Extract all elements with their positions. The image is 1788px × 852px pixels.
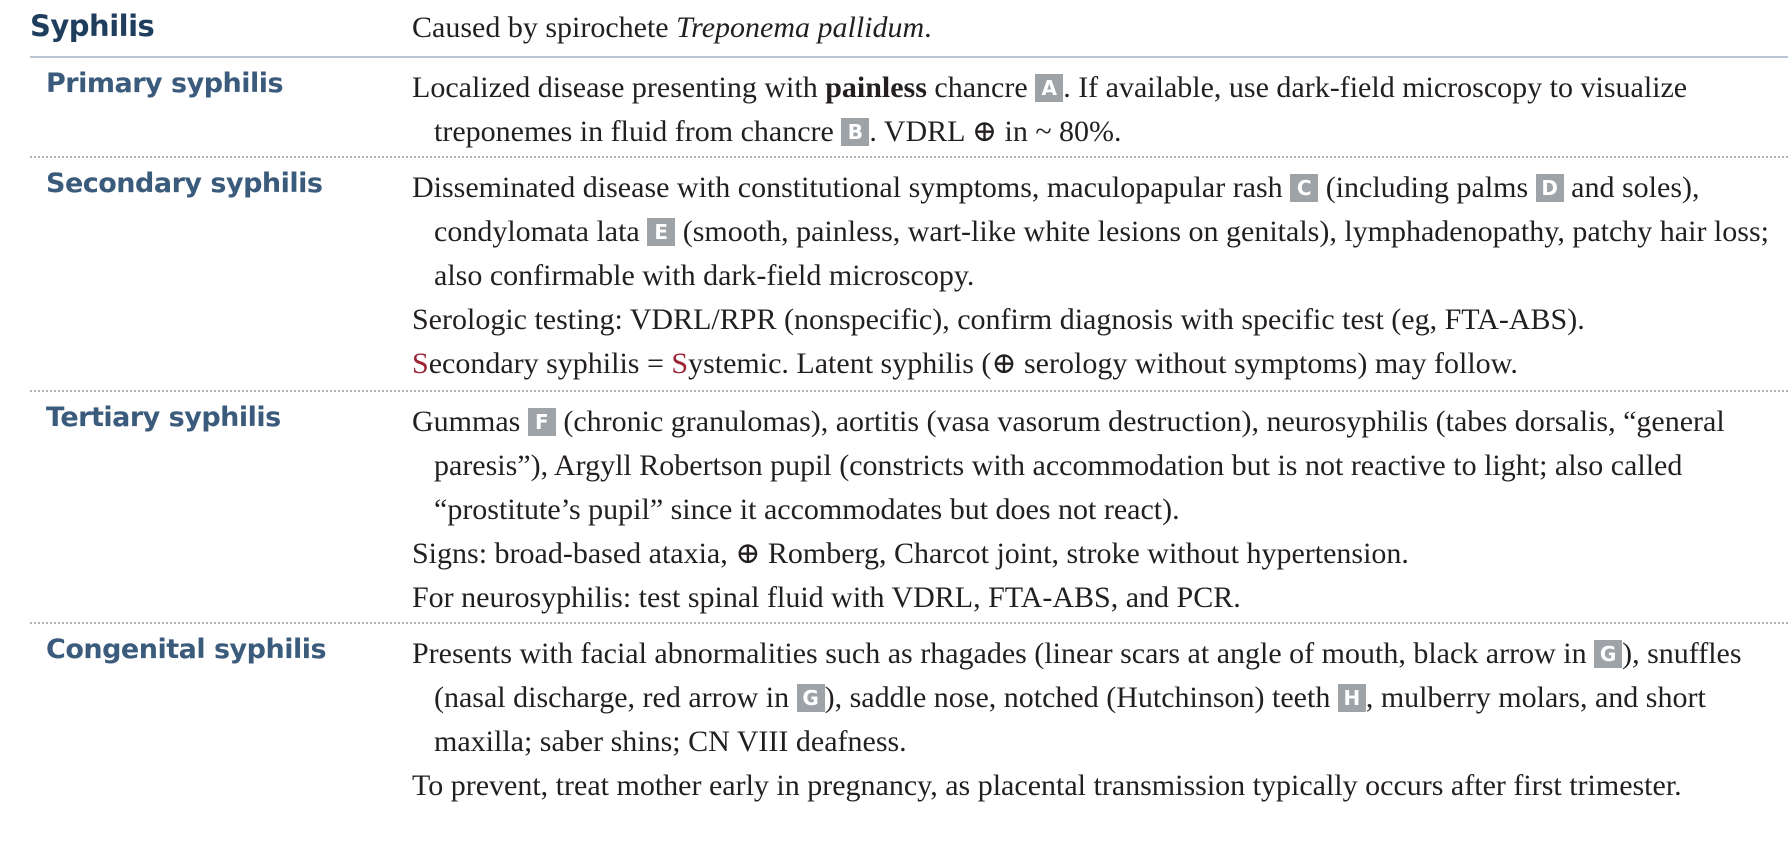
page-title: Syphilis <box>30 9 155 43</box>
row-body-secondary: Disseminated disease with constitutional… <box>412 166 1774 386</box>
paragraph: To prevent, treat mother early in pregna… <box>412 769 1682 802</box>
row-body-congenital: Presents with facial abnormalities such … <box>412 632 1774 808</box>
paragraph: Disseminated disease with constitutional… <box>412 171 1769 292</box>
figure-ref-badge: C <box>1290 174 1319 202</box>
figure-ref-badge: B <box>841 118 870 146</box>
row-body-tertiary: Gummas F (chronic granulomas), aortitis … <box>412 400 1774 620</box>
row-label-tertiary: Tertiary syphilis <box>46 402 281 433</box>
figure-ref-badge: G <box>796 684 825 712</box>
header-divider <box>30 56 1788 58</box>
table-row-tertiary: Tertiary syphilis Gummas F (chronic gran… <box>0 392 1788 622</box>
figure-ref-badge: D <box>1535 174 1564 202</box>
figure-ref-badge: A <box>1035 74 1064 102</box>
table-row-secondary: Secondary syphilis Disseminated disease … <box>0 158 1788 390</box>
paragraph: Serologic testing: VDRL/RPR (nonspecific… <box>412 303 1585 336</box>
mnemonic-letter: S <box>671 347 689 380</box>
row-divider <box>30 622 1788 624</box>
row-label-congenital: Congenital syphilis <box>46 634 327 665</box>
paragraph: Signs: broad-based ataxia, ⊕ Romberg, Ch… <box>412 537 1409 570</box>
table-header: Syphilis Caused by spirochete Treponema … <box>0 0 1788 58</box>
row-divider <box>30 156 1788 158</box>
row-label-secondary: Secondary syphilis <box>46 168 323 199</box>
paragraph: Gummas F (chronic granulomas), aortitis … <box>412 405 1725 526</box>
paragraph: Secondary syphilis = Systemic. Latent sy… <box>412 347 1518 380</box>
mnemonic-letter: S <box>412 347 429 380</box>
table-row-primary: Primary syphilis Localized disease prese… <box>0 58 1788 156</box>
figure-ref-badge: F <box>527 408 556 436</box>
row-label-primary: Primary syphilis <box>46 68 284 99</box>
paragraph: Presents with facial abnormalities such … <box>412 637 1742 758</box>
paragraph: Localized disease presenting with painle… <box>412 71 1688 148</box>
paragraph: For neurosyphilis: test spinal fluid wit… <box>412 581 1241 614</box>
figure-ref-badge: E <box>647 218 676 246</box>
row-divider <box>30 390 1788 392</box>
row-body-primary: Localized disease presenting with painle… <box>412 66 1774 154</box>
figure-ref-badge: G <box>1594 640 1623 668</box>
figure-ref-badge: H <box>1337 684 1366 712</box>
header-description: Caused by spirochete Treponema pallidum. <box>412 11 932 44</box>
table-row-congenital: Congenital syphilis Presents with facial… <box>0 624 1788 852</box>
